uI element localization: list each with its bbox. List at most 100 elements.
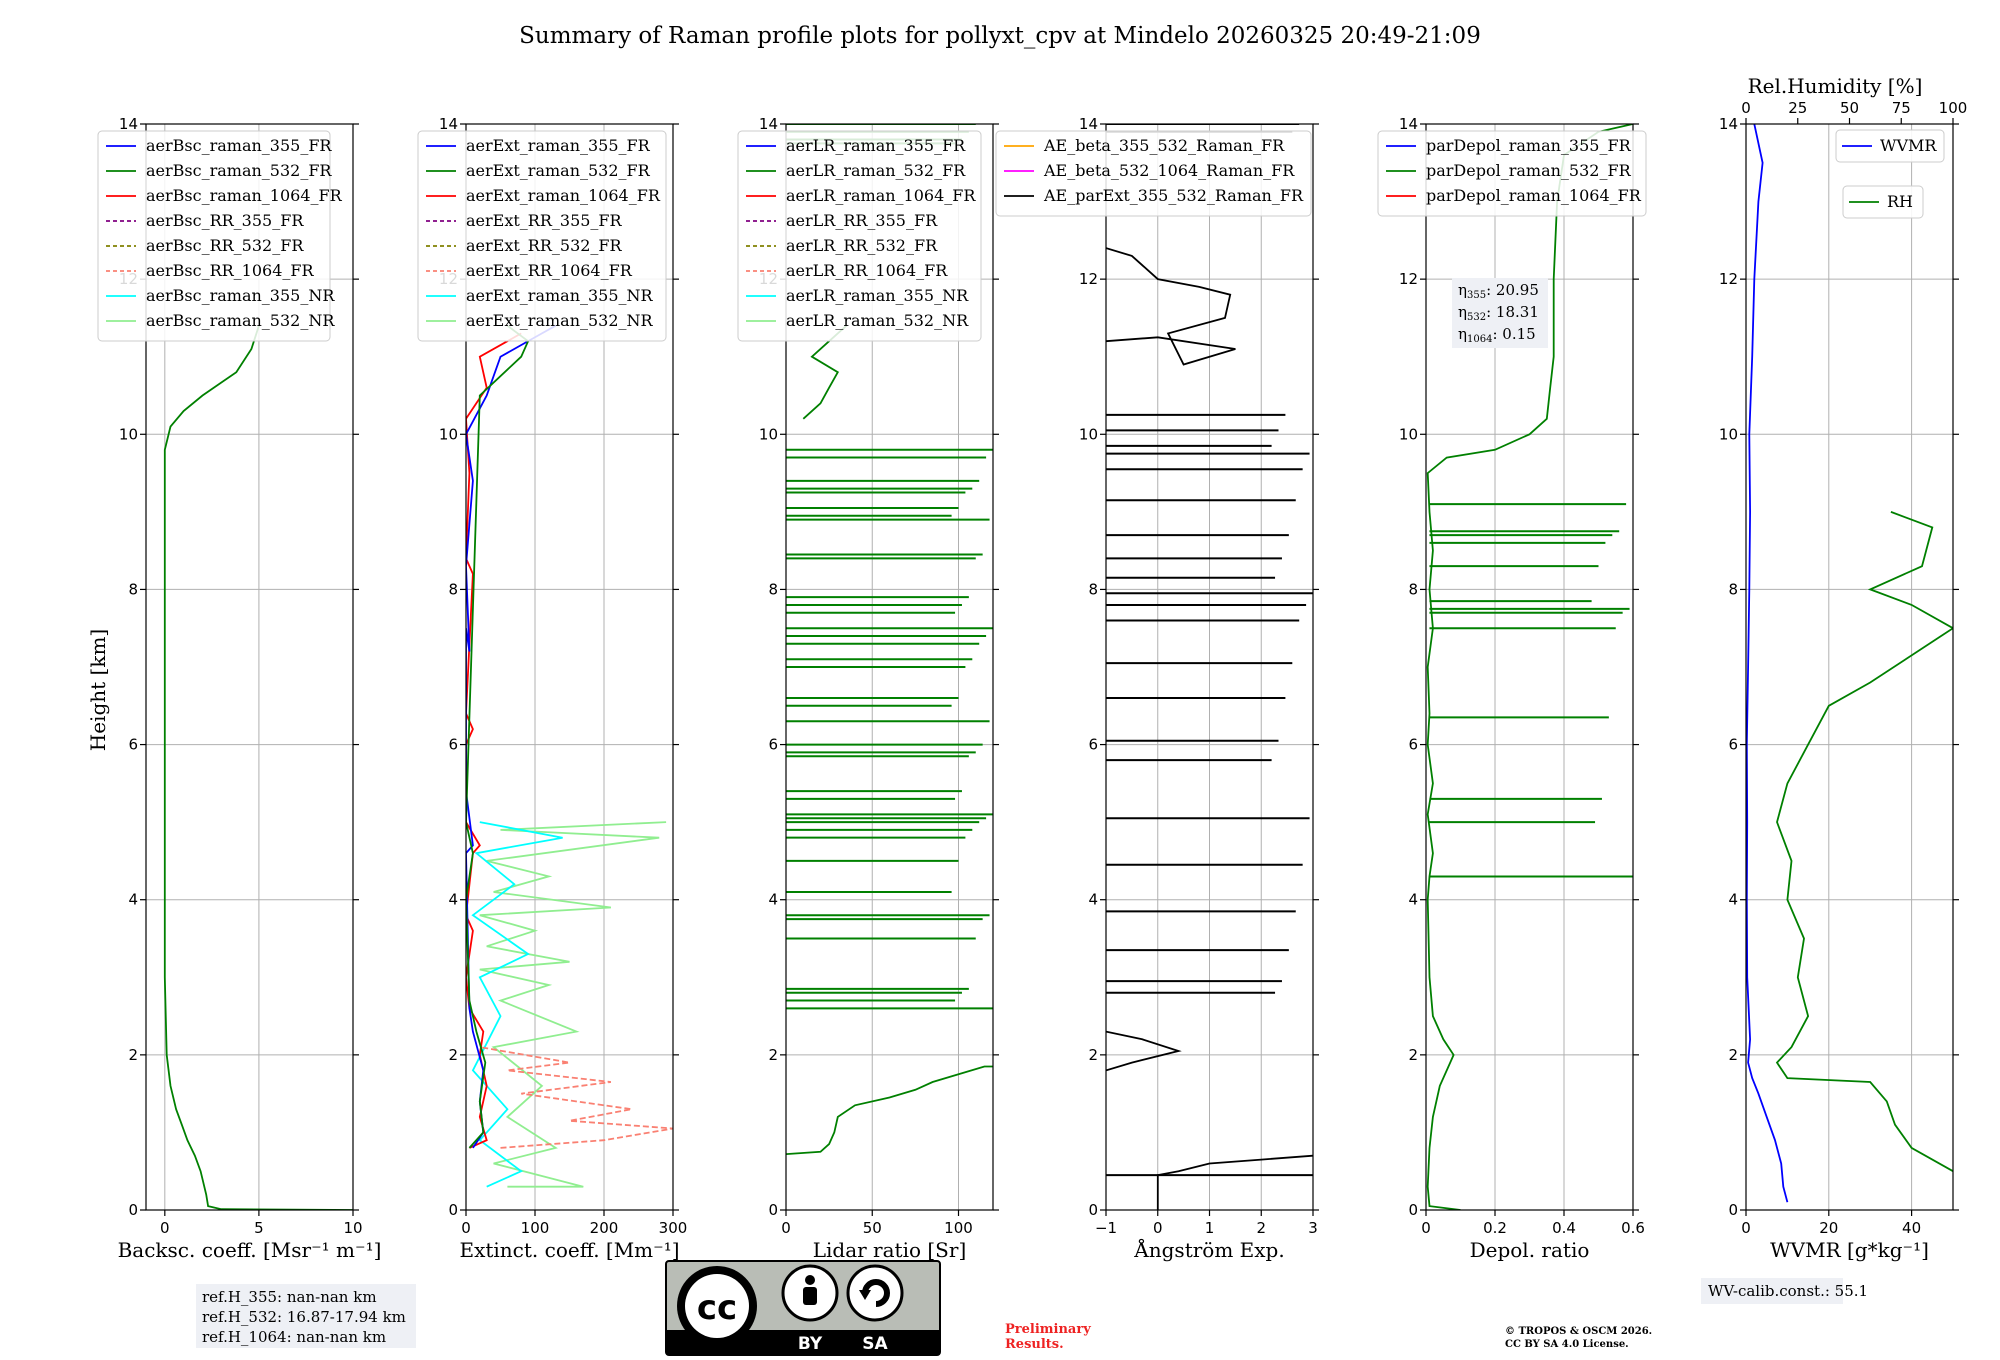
series-aerBsc_raman_532_FR [163,325,353,1210]
series-aerExt_RR_1064_FR [479,1046,673,1149]
y-tick-label: 2 [448,1046,458,1064]
x-tick-label: 0 [1741,1219,1751,1237]
cc-by-label: BY [798,1334,823,1354]
y-tick-label: 8 [448,580,458,598]
y-tick-label: 12 [1399,270,1418,288]
wv-calib-const: WV-calib.const.: 55.1 [1708,1282,1868,1300]
y-tick-label: 2 [1088,1046,1098,1064]
ref-height-box: ref.H_355: nan-nan km ref.H_532: 16.87-1… [196,1284,416,1348]
legend-label: aerBsc_raman_532_FR [146,161,332,180]
x-tick-label: 200 [590,1219,619,1237]
y-tick-label: 2 [1408,1046,1418,1064]
legend-label: aerLR_RR_532_FR [786,236,938,255]
x-tick-label: 2 [1256,1219,1266,1237]
plot-area-dep [1426,124,1633,1210]
series-aerLR_raman_532_FR [786,1065,993,1155]
axes-frame [1425,123,1634,1211]
y-tick-label: 4 [768,891,778,909]
x-axis-label-ext: Extinct. coeff. [Mm⁻¹] [459,1238,679,1262]
y-tick-label: 14 [1079,115,1098,133]
x-tick-label: 300 [659,1219,688,1237]
y-tick-label: 2 [768,1046,778,1064]
legend-label: aerLR_raman_355_FR [786,136,966,155]
series-AE_parExt_355_532_Raman_FR [1156,1154,1313,1210]
axes-frame [1745,123,1954,1211]
x-tick-label: 0 [781,1219,791,1237]
cc-by-sa-badge: cc BY SA [665,1260,941,1356]
legend-label: parDepol_raman_1064_FR [1426,186,1642,205]
plot-area-ext [466,324,673,1188]
y-tick-label: 10 [759,425,778,443]
wv-calib-box: WV-calib.const.: 55.1 [1701,1278,1868,1304]
y-tick-label: 10 [119,425,138,443]
svg-text:cc: cc [697,1288,737,1328]
legend-wv: WVMR RH [1835,129,1945,219]
y-tick-label: 12 [1719,270,1738,288]
y-tick-label: 14 [759,115,778,133]
legend-label: parDepol_raman_355_FR [1426,136,1632,155]
axes-frame [465,123,674,1211]
x-tick-label: 0 [1421,1219,1431,1237]
legend-label: aerLR_RR_1064_FR [786,261,948,280]
y-tick-label: 0 [1408,1201,1418,1219]
x-tick-label: 100 [944,1219,973,1237]
x-tick-label: 10 [343,1219,362,1237]
y-tick-label: 8 [128,580,138,598]
legend-label: aerLR_raman_1064_FR [786,186,976,205]
eta-box: η355: 20.95 η532: 18.31 η1064: 0.15 [1452,278,1548,348]
y-tick-label: 2 [128,1046,138,1064]
y-tick-label: 6 [128,736,138,754]
y-tick-label: 8 [1408,580,1418,598]
y-tick-label: 6 [1408,736,1418,754]
legend-label: aerExt_raman_532_FR [466,161,651,180]
legend-lr: aerLR_raman_355_FR aerLR_raman_532_FR aerL… [737,130,982,342]
y-tick-label: 8 [768,580,778,598]
legend-label: aerExt_raman_532_NR [466,311,654,330]
y-tick-label: 2 [1728,1046,1738,1064]
y-tick-label: 0 [128,1201,138,1219]
ref-height-532: ref.H_532: 16.87-17.94 km [202,1308,406,1326]
legend-label: aerExt_RR_1064_FR [466,261,633,280]
legend-label: RH [1887,192,1913,211]
x-tick-label: 40 [1902,1219,1921,1237]
x-axis-label-ae: Ångström Exp. [1133,1237,1284,1262]
legend-ext: aerExt_raman_355_FR aerExt_raman_532_FRae… [417,130,667,342]
legend-label: aerBsc_RR_1064_FR [146,261,315,280]
copyright-note: © TROPOS & OSCM 2026. CC BY SA 4.0 Licen… [1505,1326,1653,1350]
x-axis-label-lr: Lidar ratio [Sr] [813,1238,967,1262]
series-RH [1775,511,1953,1172]
x-axis-label-dep: Depol. ratio [1470,1238,1590,1262]
legend-label: aerBsc_raman_532_NR [146,311,335,330]
x-tick-label: 0.6 [1621,1219,1645,1237]
legend-label: AE_beta_355_532_Raman_FR [1043,136,1285,155]
legend-label: aerExt_raman_1064_FR [466,186,661,205]
y-tick-label: 12 [1079,270,1098,288]
y-tick-label: 4 [1728,891,1738,909]
top-tick-label: 25 [1788,99,1807,117]
series-parDepol_raman_532_FR [1426,124,1633,1210]
y-tick-label: 4 [1408,891,1418,909]
figure-title: Summary of Raman profile plots for polly… [519,23,1481,49]
eta-1064-value: : 0.15 [1492,325,1535,343]
x-tick-label: 50 [863,1219,882,1237]
y-tick-label: 8 [1088,580,1098,598]
x-tick-label: 100 [521,1219,550,1237]
share-alike-icon [846,1264,904,1322]
legend-label: aerLR_RR_355_FR [786,211,938,230]
x-tick-label: −1 [1095,1219,1117,1237]
eta-355-sub: 355 [1467,290,1486,301]
y-tick-label: 0 [448,1201,458,1219]
eta-532-sub: 532 [1467,312,1486,323]
y-tick-label: 6 [448,736,458,754]
y-tick-label: 10 [439,425,458,443]
legend-label: aerBsc_raman_1064_FR [146,186,343,205]
top-tick-label: 75 [1892,99,1911,117]
eta-1064-sub: 1064 [1467,334,1492,345]
series-aerExt_raman_532_NR [479,821,667,1188]
eta-355-value: : 20.95 [1486,281,1539,299]
x-tick-label: 0 [461,1219,471,1237]
y-tick-label: 0 [1728,1201,1738,1219]
legend-label: WVMR [1880,136,1937,155]
x-tick-label: 3 [1308,1219,1318,1237]
